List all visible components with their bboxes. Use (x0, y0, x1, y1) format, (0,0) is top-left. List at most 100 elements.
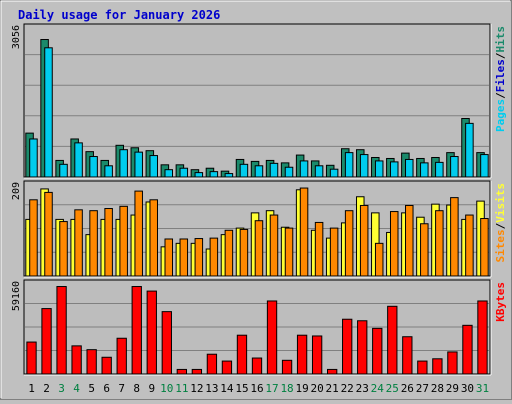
bar-kbytes-day-22 (342, 318, 353, 375)
x-tick-label-day-2: 2 (43, 382, 50, 395)
y-max-label-hits: 3056 (11, 25, 22, 49)
x-tick-label-day-1: 1 (28, 382, 35, 395)
bar-files-day-27 (420, 162, 429, 178)
bar-sites-day-20 (314, 221, 324, 277)
bar-sites-day-16 (254, 220, 264, 277)
panel-hits (23, 23, 491, 178)
bar-sites-day-26 (405, 204, 414, 277)
bar-files-day-15 (239, 163, 249, 178)
bar-kbytes-day-31 (477, 300, 488, 375)
x-tick-label-day-22: 22 (341, 382, 354, 395)
x-tick-label-day-16: 16 (250, 382, 263, 395)
bar-sites-day-5 (89, 210, 98, 277)
bar-kbytes-day-17 (266, 300, 278, 375)
bar-sites-day-24 (374, 242, 384, 277)
bar-sites-day-29 (450, 197, 459, 277)
bar-files-day-14 (224, 173, 234, 178)
bar-files-day-12 (194, 172, 204, 178)
bar-sites-day-17 (269, 214, 279, 277)
x-tick-label-day-24: 24 (371, 382, 385, 395)
x-tick-label-day-20: 20 (311, 382, 324, 395)
bar-sites-day-7 (119, 205, 128, 277)
bar-files-day-10 (164, 169, 174, 178)
x-tick-label-day-8: 8 (133, 382, 140, 395)
bar-kbytes-day-1 (26, 341, 37, 375)
bar-sites-day-22 (344, 210, 354, 277)
bar-kbytes-day-13 (206, 353, 218, 375)
bar-sites-day-18 (284, 227, 294, 277)
bar-kbytes-day-4 (71, 345, 82, 375)
bar-files-day-2 (44, 47, 53, 178)
bar-files-day-11 (179, 167, 189, 178)
x-tick-label-day-5: 5 (88, 382, 95, 395)
bar-files-day-18 (284, 166, 294, 178)
x-tick-label-day-18: 18 (280, 382, 293, 395)
x-tick-label-day-11: 11 (175, 382, 188, 395)
bar-kbytes-day-30 (462, 324, 473, 375)
y-max-label-visits: 209 (11, 182, 22, 200)
bar-kbytes-day-12 (191, 368, 203, 375)
x-tick-label-day-10: 10 (160, 382, 173, 395)
bar-files-day-25 (389, 161, 399, 178)
bar-sites-day-15 (239, 228, 249, 277)
x-tick-label-day-15: 15 (235, 382, 248, 395)
bar-sites-day-27 (420, 223, 429, 277)
legend-entry-sites: Sites (494, 229, 507, 262)
bar-sites-day-2 (44, 191, 53, 277)
x-tick-label-day-13: 13 (205, 382, 218, 395)
bar-kbytes-day-29 (447, 351, 458, 375)
bar-kbytes-day-16 (251, 357, 263, 375)
bar-sites-day-8 (134, 190, 143, 277)
bar-files-day-7 (119, 149, 128, 178)
bar-sites-day-10 (164, 238, 174, 277)
bar-files-day-19 (299, 160, 309, 178)
x-tick-label-day-17: 17 (265, 382, 278, 395)
bar-sites-day-3 (59, 221, 68, 277)
bar-files-day-30 (465, 122, 474, 178)
bar-sites-day-31 (480, 218, 489, 277)
legend-kbytes: KBytes (494, 282, 507, 322)
bar-files-day-9 (149, 155, 158, 178)
x-tick-label-day-14: 14 (220, 382, 234, 395)
bar-kbytes-day-6 (101, 356, 112, 375)
bar-sites-day-4 (74, 209, 83, 277)
legend-entry-visits: Visits (494, 183, 507, 223)
x-tick-label-day-4: 4 (73, 382, 80, 395)
bar-sites-day-11 (179, 238, 189, 277)
bar-kbytes-day-28 (432, 358, 443, 375)
bar-sites-day-25 (389, 211, 399, 277)
bar-files-day-20 (314, 165, 324, 178)
bar-kbytes-day-7 (116, 337, 127, 375)
bar-sites-day-28 (435, 210, 444, 277)
bar-files-day-24 (374, 160, 384, 178)
bar-kbytes-day-3 (56, 286, 67, 375)
bar-files-day-29 (450, 156, 459, 178)
bar-kbytes-day-15 (236, 334, 248, 375)
bar-sites-day-14 (224, 229, 234, 277)
bar-kbytes-day-9 (146, 290, 157, 375)
bar-kbytes-day-26 (402, 336, 413, 375)
bar-files-day-1 (29, 138, 38, 178)
x-tick-label-day-3: 3 (58, 382, 65, 395)
bar-sites-day-23 (359, 204, 369, 277)
bar-sites-day-1 (29, 199, 38, 277)
legend-visits: Sites/Visits (494, 183, 507, 263)
bar-files-day-4 (74, 142, 83, 178)
x-tick-label-day-31: 31 (476, 382, 489, 395)
legend-entry-kbytes: KBytes (494, 282, 507, 322)
bar-sites-day-21 (329, 227, 339, 277)
bar-kbytes-day-14 (221, 360, 233, 375)
bar-files-day-17 (269, 162, 279, 178)
bar-kbytes-day-19 (296, 334, 308, 375)
x-tick-label-day-30: 30 (461, 382, 474, 395)
x-tick-label-day-27: 27 (416, 382, 429, 395)
x-tick-label-day-23: 23 (356, 382, 369, 395)
bar-kbytes-day-23 (357, 320, 368, 375)
legend-entry-pages: Pages (494, 99, 507, 132)
bar-kbytes-day-20 (311, 335, 323, 375)
bar-files-day-16 (254, 165, 264, 178)
legend-entry-files: Files (494, 59, 507, 92)
legend-separator: / (494, 92, 507, 99)
